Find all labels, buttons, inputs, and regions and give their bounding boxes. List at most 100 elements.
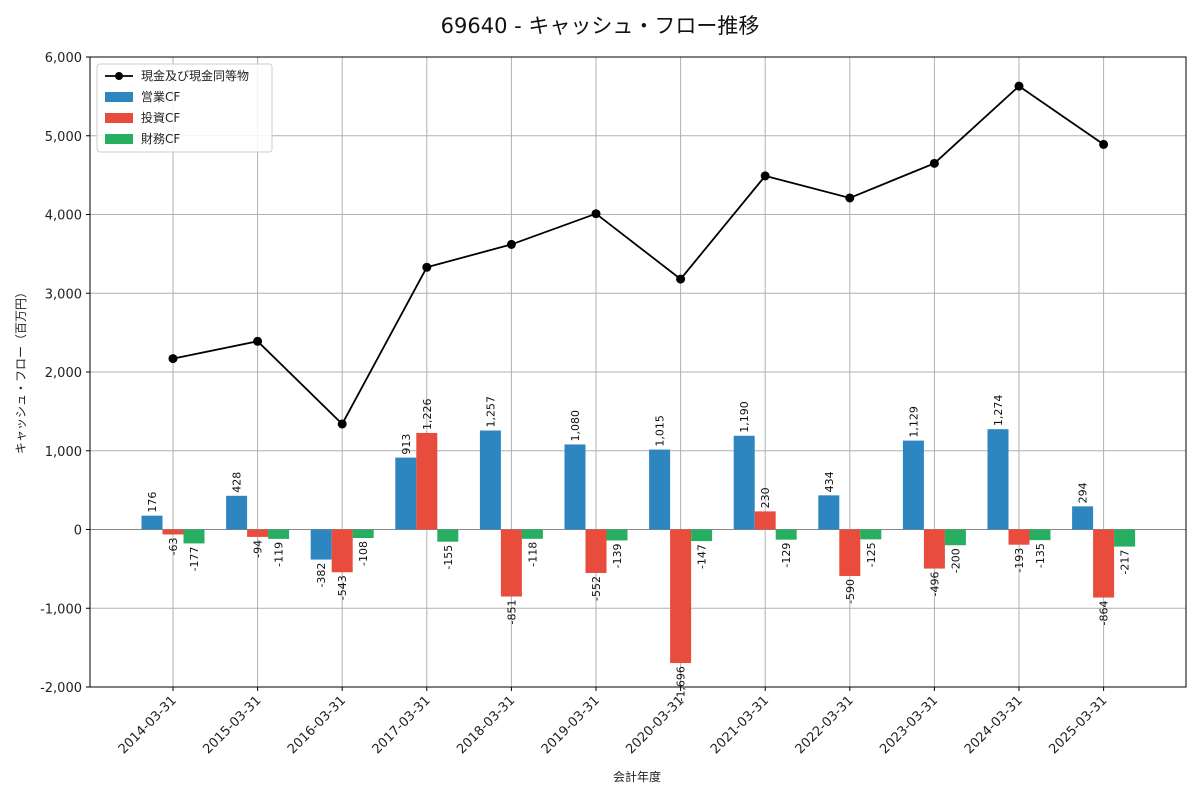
legend-box: [96, 63, 273, 153]
bar-投資CF: [1008, 529, 1030, 545]
data-label-財務CF: -217: [1119, 550, 1132, 575]
y-tick-label: -1,000: [40, 602, 82, 617]
bar-財務CF: [521, 529, 543, 539]
bar-営業CF: [395, 457, 417, 530]
x-axis-label: 会計年度: [613, 769, 661, 784]
data-label-営業CF: 913: [400, 434, 413, 455]
bar-財務CF: [268, 529, 290, 539]
bar-営業CF: [649, 449, 671, 530]
x-tick-label: 2025-03-31: [1046, 693, 1110, 757]
legend-label: 現金及び現金同等物: [141, 68, 249, 83]
x-tick-label: 2020-03-31: [623, 693, 687, 757]
data-label-財務CF: -129: [780, 543, 793, 568]
bar-投資CF: [923, 529, 945, 569]
bar-営業CF: [818, 495, 840, 530]
bar-投資CF: [162, 529, 184, 535]
bar-財務CF: [183, 529, 205, 544]
bar-営業CF: [310, 529, 332, 560]
cash-line-point: [591, 209, 601, 219]
cash-line-point: [929, 158, 939, 168]
bar-財務CF: [352, 529, 374, 539]
cash-line-point: [760, 171, 770, 181]
data-label-営業CF: 1,015: [654, 415, 667, 447]
data-label-投資CF: -94: [252, 540, 265, 558]
bar-投資CF: [416, 432, 438, 530]
y-tick-label: 4,000: [45, 209, 82, 224]
y-tick-label: 5,000: [45, 130, 82, 145]
chart-title: 69640 - キャッシュ・フロー推移: [441, 14, 760, 38]
y-tick-label: -2,000: [40, 681, 82, 696]
data-label-投資CF: -864: [1098, 601, 1111, 626]
bar-財務CF: [437, 529, 459, 542]
x-tick-label: 2014-03-31: [116, 693, 180, 757]
data-label-財務CF: -125: [865, 542, 878, 567]
x-tick-label: 2023-03-31: [877, 693, 941, 757]
y-tick-label: 6,000: [45, 51, 82, 66]
legend-bar-swatch: [105, 134, 133, 144]
y-tick-label: 2,000: [45, 366, 82, 381]
data-label-財務CF: -155: [442, 545, 455, 570]
bar-営業CF: [902, 440, 924, 530]
cash-line-point: [422, 262, 432, 272]
bar-営業CF: [987, 429, 1009, 530]
bar-営業CF: [226, 495, 248, 530]
data-label-投資CF: -552: [590, 576, 603, 601]
data-label-財務CF: -118: [526, 542, 539, 567]
data-label-財務CF: -108: [357, 541, 370, 566]
cash-line: [168, 81, 1109, 429]
data-label-投資CF: -1,696: [675, 666, 688, 701]
bar-営業CF: [733, 435, 755, 530]
bar-財務CF: [775, 529, 797, 540]
data-label-財務CF: -147: [696, 544, 709, 569]
data-label-投資CF: -590: [844, 579, 857, 604]
bars: [141, 429, 1136, 664]
data-label-営業CF: 1,190: [738, 401, 751, 433]
legend-bar-swatch: [105, 113, 133, 123]
legend-bar-swatch: [105, 92, 133, 102]
bar-投資CF: [839, 529, 861, 576]
bar-投資CF: [331, 529, 353, 573]
x-tick-label: 2017-03-31: [370, 693, 434, 757]
data-label-財務CF: -135: [1034, 543, 1047, 568]
y-tick-label: 0: [74, 524, 82, 539]
data-label-営業CF: 176: [146, 492, 159, 513]
data-label-財務CF: -200: [949, 548, 962, 573]
bar-投資CF: [247, 529, 269, 537]
bar-投資CF: [585, 529, 607, 573]
plot-frame: [89, 56, 1187, 688]
cash-line-point: [1014, 81, 1024, 91]
legend-marker: [115, 72, 123, 80]
cash-line-point: [337, 419, 347, 429]
bar-営業CF: [1072, 506, 1094, 530]
legend-label: 営業CF: [141, 90, 180, 104]
cash-line-point: [845, 193, 855, 203]
y-tick-label: 3,000: [45, 287, 82, 302]
data-label-営業CF: 1,274: [992, 395, 1005, 427]
bar-営業CF: [479, 430, 501, 530]
bar-財務CF: [606, 529, 628, 541]
bar-財務CF: [1029, 529, 1051, 541]
data-label-営業CF: 434: [823, 471, 836, 492]
legend-label: 財務CF: [141, 131, 180, 146]
bar-財務CF: [860, 529, 882, 540]
cash-line-point: [506, 239, 516, 249]
data-label-財務CF: -139: [611, 543, 624, 568]
x-tick-label: 2018-03-31: [454, 693, 518, 757]
data-label-投資CF: -193: [1013, 548, 1026, 573]
bar-財務CF: [1114, 529, 1136, 547]
bar-財務CF: [691, 529, 713, 542]
data-label-投資CF: -543: [336, 575, 349, 600]
x-tick-label: 2021-03-31: [708, 693, 772, 757]
axes: -2,000 -1,000 0 1,000 2,000 3,000 4,000 5,000 6,…: [40, 51, 1187, 757]
data-label-投資CF: -496: [928, 572, 941, 597]
data-label-営業CF: 294: [1077, 482, 1090, 503]
data-label-投資CF: 1,226: [421, 398, 434, 430]
cash-line-path: [172, 84, 1105, 426]
data-label-投資CF: 230: [759, 487, 772, 508]
data-label-営業CF: 1,080: [569, 410, 582, 442]
bar-投資CF: [754, 511, 776, 530]
cash-line-point: [253, 336, 263, 346]
data-label-営業CF: -382: [315, 563, 328, 588]
